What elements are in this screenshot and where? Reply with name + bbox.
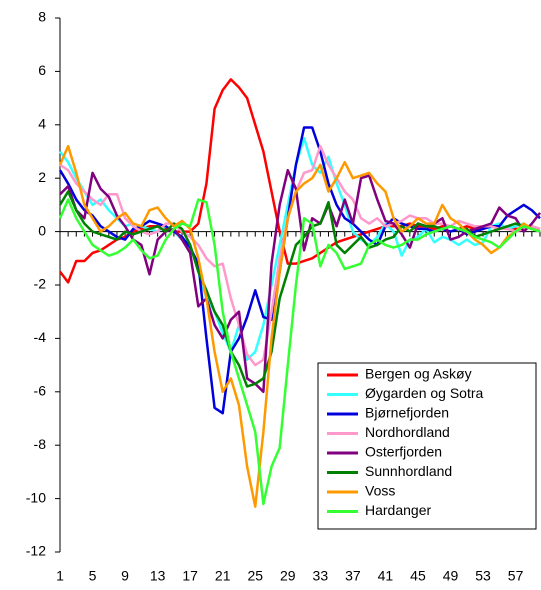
x-tick-label: 57 <box>508 568 524 584</box>
x-tick-label: 29 <box>280 568 296 584</box>
y-tick-label: 6 <box>38 62 46 78</box>
legend-label: Bjørnefjorden <box>365 405 449 421</box>
y-tick-label: 4 <box>38 116 46 132</box>
y-tick-label: -12 <box>26 543 46 559</box>
legend-label: Sunnhordland <box>365 463 452 479</box>
y-tick-label: -8 <box>34 436 47 452</box>
legend-label: Øygarden og Sotra <box>365 385 484 401</box>
y-tick-label: 2 <box>38 169 46 185</box>
series-line <box>58 198 541 506</box>
x-tick-label: 17 <box>182 568 198 584</box>
legend-label: Bergen og Askøy <box>365 366 472 382</box>
legend-label: Voss <box>365 483 395 499</box>
y-tick-label: 0 <box>38 222 46 238</box>
x-tick-label: 53 <box>475 568 491 584</box>
x-tick-label: 9 <box>121 568 129 584</box>
y-tick-label: -4 <box>34 329 47 345</box>
y-tick-label: 8 <box>38 9 46 25</box>
legend-label: Hardanger <box>365 502 431 518</box>
x-tick-label: 49 <box>443 568 459 584</box>
series-line <box>59 144 541 367</box>
series-line <box>59 168 541 394</box>
y-tick-label: -2 <box>34 276 47 292</box>
x-tick-label: 13 <box>150 568 166 584</box>
y-tick-label: -10 <box>26 489 46 505</box>
x-tick-label: 33 <box>313 568 329 584</box>
x-tick-label: 21 <box>215 568 231 584</box>
series-line <box>58 144 541 508</box>
x-tick-label: 25 <box>247 568 263 584</box>
x-tick-label: 37 <box>345 568 361 584</box>
x-tick-label: 41 <box>378 568 394 584</box>
legend-label: Nordhordland <box>365 424 450 440</box>
x-tick-label: 1 <box>56 568 64 584</box>
x-tick-label: 45 <box>410 568 426 584</box>
x-tick-label: 5 <box>89 568 97 584</box>
y-tick-label: -6 <box>34 383 47 399</box>
legend-box <box>317 362 537 530</box>
legend-label: Osterfjorden <box>365 444 442 460</box>
